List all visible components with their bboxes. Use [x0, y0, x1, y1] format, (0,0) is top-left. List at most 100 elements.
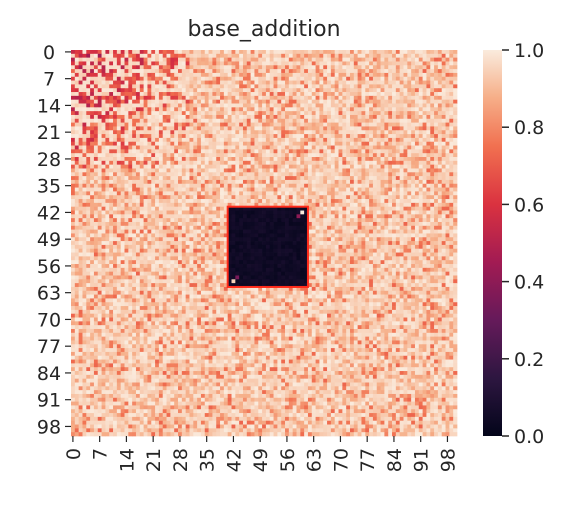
heatmap-cell: [441, 202, 446, 208]
heatmap-cell: [135, 50, 141, 55]
heatmap-cell: [346, 69, 351, 74]
heatmap-cell: [128, 92, 133, 97]
heatmap-cell: [78, 237, 83, 242]
heatmap-cell: [372, 199, 378, 204]
heatmap-cell: [116, 72, 122, 78]
heatmap-cell: [143, 141, 148, 146]
heatmap-cell: [158, 157, 164, 162]
heatmap-cell: [353, 61, 358, 66]
heatmap-cell: [307, 199, 313, 204]
heatmap-cell: [74, 153, 79, 158]
heatmap-cell: [155, 199, 160, 204]
heatmap-cell: [304, 88, 309, 93]
heatmap-cell: [441, 122, 446, 127]
heatmap-cell: [437, 153, 443, 158]
heatmap-cell: [74, 111, 79, 116]
heatmap-cell: [139, 168, 144, 173]
heatmap-cell: [422, 145, 427, 150]
heatmap-cell: [132, 160, 137, 165]
heatmap-cell: [353, 233, 358, 238]
heatmap-cell: [353, 111, 358, 116]
heatmap-cell: [208, 76, 213, 81]
heatmap-cell: [430, 187, 435, 192]
heatmap-cell: [74, 229, 79, 234]
heatmap-cell: [365, 65, 370, 70]
heatmap-cell: [330, 118, 336, 123]
heatmap-cell: [407, 233, 412, 238]
heatmap-cell: [242, 61, 248, 66]
heatmap-cell: [311, 111, 316, 116]
heatmap-cell: [82, 199, 87, 204]
heatmap-cell: [262, 176, 267, 181]
heatmap-cell: [323, 214, 328, 219]
heatmap-cell: [170, 80, 175, 85]
heatmap-cell: [216, 153, 221, 158]
heatmap-cell: [327, 218, 332, 223]
heatmap-cell: [292, 225, 297, 230]
heatmap-cell: [388, 57, 393, 62]
heatmap-cell: [231, 76, 236, 81]
heatmap-cell: [101, 80, 106, 85]
heatmap-cell: [174, 206, 179, 211]
heatmap-cell: [151, 172, 156, 177]
heatmap-cell: [105, 122, 110, 127]
heatmap-cell: [361, 164, 366, 169]
heatmap-cell: [227, 130, 232, 135]
heatmap-cell: [208, 61, 213, 66]
heatmap-cell: [334, 176, 339, 181]
heatmap-cell: [414, 183, 420, 188]
heatmap-cell: [242, 183, 248, 188]
heatmap-cell: [441, 130, 446, 135]
heatmap-cell: [116, 84, 122, 89]
heatmap-cell: [208, 199, 213, 204]
heatmap-cell: [124, 72, 129, 78]
heatmap-cell: [258, 69, 263, 74]
heatmap-cell: [315, 214, 320, 219]
heatmap-cell: [216, 65, 221, 70]
heatmap-cell: [147, 61, 152, 66]
heatmap-cell: [223, 157, 229, 162]
heatmap-cell: [437, 122, 443, 127]
heatmap-cell: [246, 153, 251, 158]
heatmap-cell: [181, 195, 186, 200]
heatmap-cell: [384, 69, 389, 74]
heatmap-cell: [445, 80, 450, 85]
heatmap-cell: [403, 179, 408, 185]
heatmap-cell: [277, 92, 282, 97]
heatmap-cell: [288, 107, 294, 112]
heatmap-cell: [392, 199, 397, 204]
heatmap-cell: [181, 88, 186, 93]
heatmap-cell: [372, 84, 378, 89]
heatmap-cell: [407, 122, 412, 127]
heatmap-cell: [204, 221, 209, 227]
heatmap-cell: [242, 88, 248, 93]
heatmap-cell: [395, 92, 401, 97]
heatmap-cell: [105, 57, 110, 62]
heatmap-cell: [353, 50, 358, 55]
heatmap-cell: [281, 214, 286, 219]
heatmap-cell: [220, 225, 225, 230]
heatmap-cell: [239, 176, 244, 181]
heatmap-cell: [212, 183, 217, 188]
heatmap-cell: [105, 107, 110, 112]
heatmap-cell: [434, 103, 439, 108]
heatmap-cell: [97, 214, 102, 219]
heatmap-cell: [208, 114, 213, 120]
heatmap-cell: [392, 145, 397, 150]
heatmap-cell: [403, 88, 408, 93]
heatmap-cell: [411, 168, 416, 173]
heatmap-cell: [120, 95, 125, 101]
heatmap-cell: [426, 80, 431, 85]
heatmap-cell: [235, 80, 240, 85]
heatmap-cell: [392, 160, 397, 165]
heatmap-cell: [246, 168, 251, 173]
heatmap-cell: [441, 168, 446, 173]
heatmap-cell: [246, 202, 251, 208]
heatmap-cell: [197, 99, 202, 104]
heatmap-cell: [220, 206, 225, 211]
heatmap-cell: [273, 57, 278, 62]
heatmap-cell: [319, 176, 324, 181]
heatmap-cell: [254, 88, 259, 93]
heatmap-cell: [235, 122, 240, 127]
heatmap-cell: [449, 145, 454, 150]
